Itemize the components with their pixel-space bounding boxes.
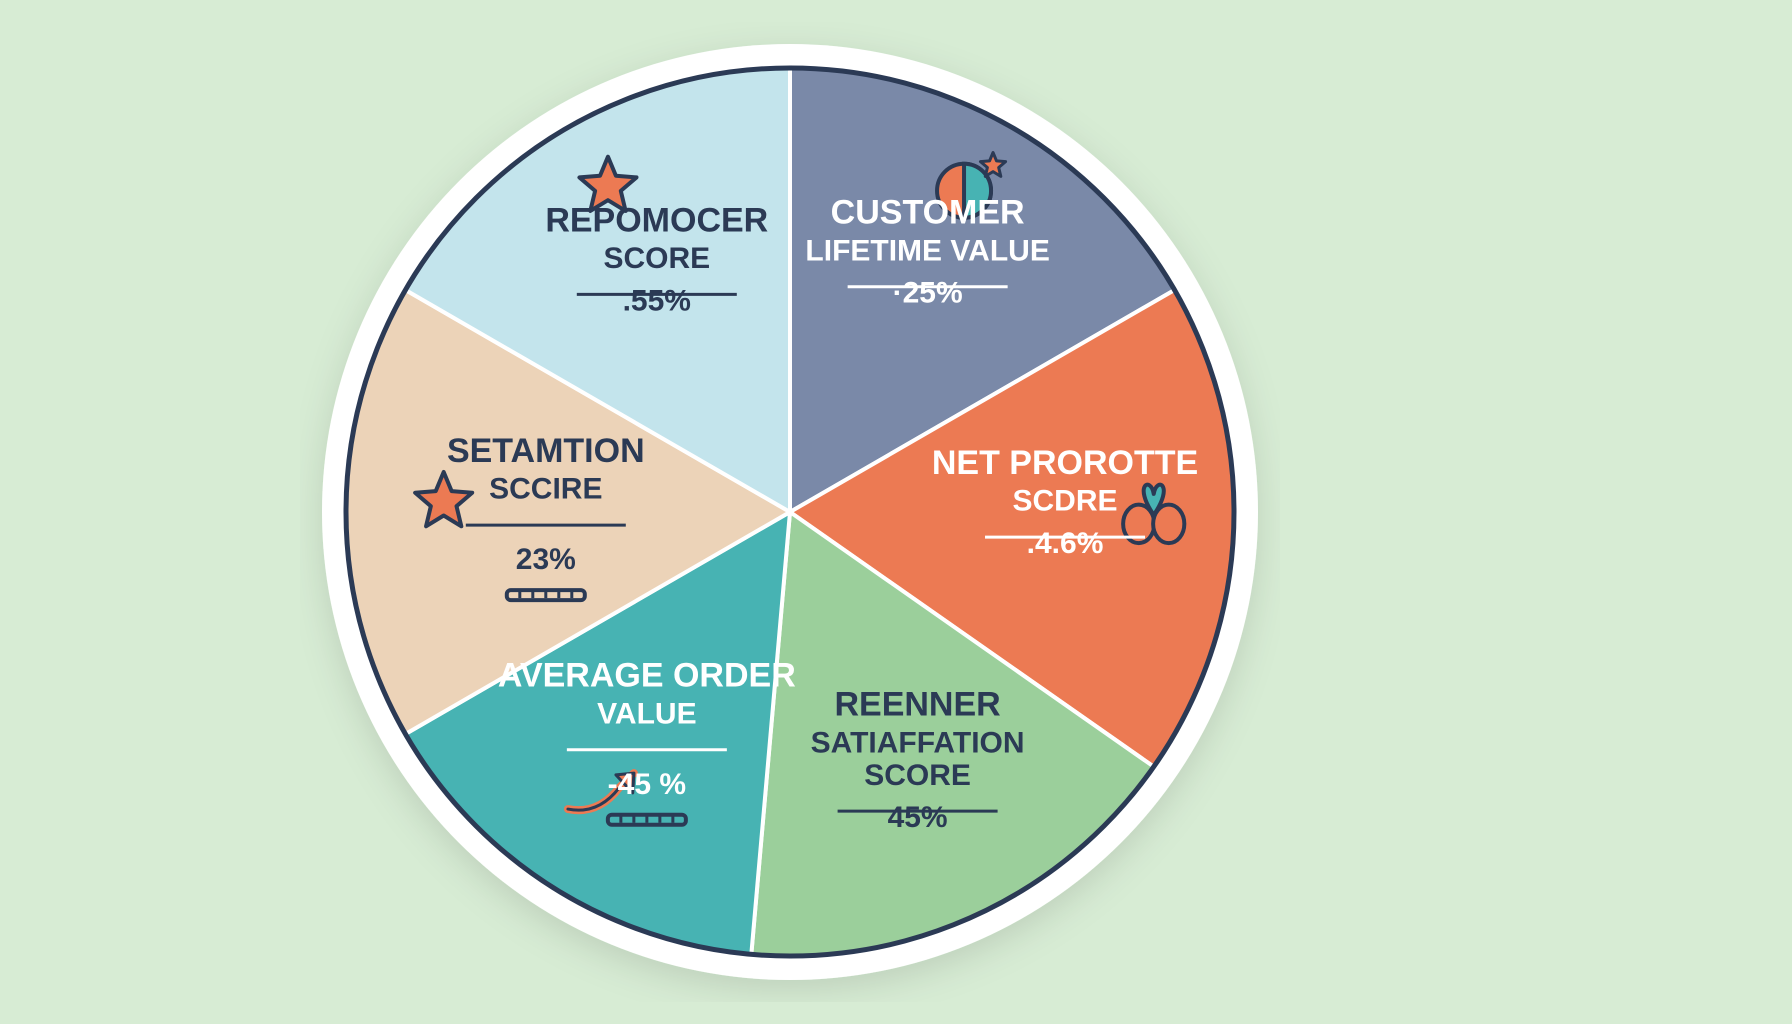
slice-title: SETAMTION bbox=[447, 432, 645, 470]
slice-subtitle: LIFETIME VALUE bbox=[805, 234, 1049, 267]
slice-value: 23% bbox=[516, 543, 576, 576]
slice-subtitle: SCDRE bbox=[1013, 485, 1118, 518]
pie-chart-svg: CUSTOMERLIFETIME VALUE·25%NET PROROTTESC… bbox=[300, 22, 1280, 1002]
slice-value: 45% bbox=[888, 801, 948, 834]
slice-title: REENNER bbox=[834, 686, 1000, 724]
slice-title: CUSTOMER bbox=[831, 194, 1025, 232]
slice-title: NET PROROTTE bbox=[932, 444, 1198, 482]
slice-value: -45 % bbox=[608, 768, 686, 801]
slice-title: AVERAGE ORDER bbox=[498, 657, 796, 695]
slice-subtitle: SCCIRE bbox=[489, 473, 602, 506]
slice-subtitle: SCORE bbox=[603, 242, 710, 275]
slice-value: .55% bbox=[623, 284, 691, 317]
slice-title: REPOMOCER bbox=[545, 201, 768, 239]
slice-subtitle: SATIAFFATION bbox=[811, 726, 1025, 759]
slice-value: .4.6% bbox=[1027, 527, 1104, 560]
ruler-icon bbox=[608, 815, 686, 825]
pie-chart-infographic: CUSTOMERLIFETIME VALUE·25%NET PROROTTESC… bbox=[300, 22, 1280, 1002]
slice-value: ·25% bbox=[893, 277, 963, 310]
svg-text:SCORE: SCORE bbox=[864, 759, 971, 792]
ruler-icon bbox=[507, 590, 585, 600]
slice-subtitle: VALUE bbox=[597, 697, 696, 730]
